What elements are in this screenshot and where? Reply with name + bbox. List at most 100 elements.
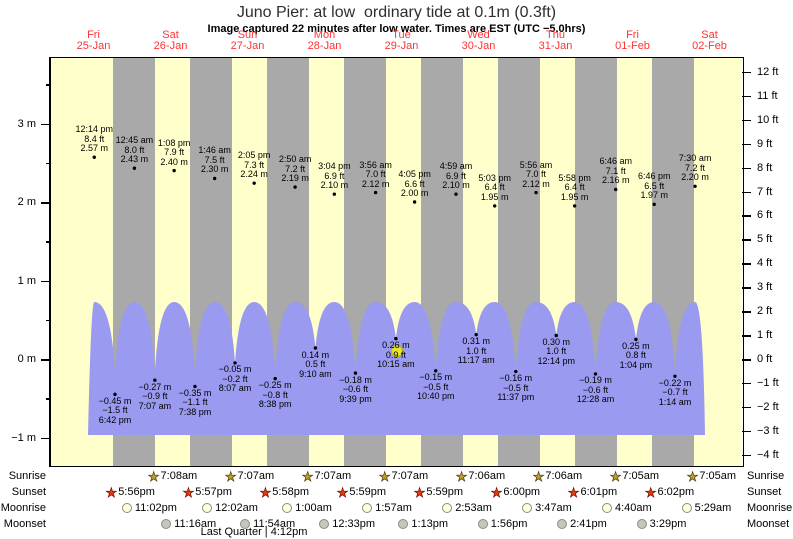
y-axis-tick-left: [41, 280, 50, 282]
almanac-entry: 1:56pm: [477, 517, 527, 531]
y-axis-label-right: 7 ft: [757, 185, 773, 198]
moonrise-icon: [282, 503, 293, 513]
tide-event-label: 6:46 am 7.1 ft 2.16 m: [599, 156, 632, 186]
sunrise-icon: ★: [224, 468, 237, 484]
almanac-time: 7:06am: [545, 470, 583, 482]
tide-event-label: −0.35 m −1.1 ft 7:38 pm: [178, 387, 212, 417]
y-axis-label-right: 11 ft: [757, 89, 778, 102]
day-label: Thu 31-Jan: [538, 29, 573, 52]
almanac-time: 5:57pm: [195, 486, 232, 498]
y-axis-tick-left: [45, 84, 50, 86]
almanac-row-label: Moonset: [3, 518, 46, 530]
tide-event-label: 7:30 am 7.2 ft 2.20 m: [678, 153, 712, 183]
tide-event-label: −0.16 m −0.5 ft 11:37 pm: [497, 373, 535, 403]
y-axis-label-right: 2 ft: [757, 305, 773, 318]
sunrise-icon: ★: [378, 468, 391, 484]
almanac-entry: ★ 7:05am: [686, 469, 737, 483]
almanac-time: 7:06am: [468, 470, 506, 482]
almanac-row-label: Moonrise: [747, 502, 793, 514]
almanac-time: 6:02pm: [657, 486, 695, 498]
tide-event-label: −0.05 m −0.2 ft 8:07 am: [218, 364, 252, 394]
sunrise-icon: ★: [532, 468, 545, 484]
moonset-icon: [398, 519, 409, 529]
tide-event-label: 0.31 m 1.0 ft 11:17 am: [457, 336, 495, 366]
day-label: Fri 01-Feb: [615, 29, 650, 52]
y-axis-label-left: 0 m: [17, 353, 36, 365]
y-axis-tick-right: [742, 215, 751, 217]
sunrise-icon: ★: [301, 468, 314, 484]
day-label: Mon 28-Jan: [307, 29, 342, 52]
y-axis-label-right: 4 ft: [757, 257, 773, 270]
y-axis-tick-right: [742, 406, 751, 409]
almanac-entry: 11:54am: [240, 517, 295, 531]
day-label: Wed 30-Jan: [461, 29, 496, 52]
almanac-time: 12:33pm: [332, 518, 376, 530]
almanac-time: 2:53am: [455, 502, 492, 514]
y-axis-label-right: 8 ft: [757, 161, 773, 174]
almanac-row-label: Sunset: [11, 486, 46, 498]
tide-event-label: 1:08 pm 7.9 ft 2.40 m: [157, 137, 191, 167]
almanac-entry: ★ 7:07am: [301, 468, 352, 484]
moonrise-icon: [121, 503, 132, 513]
almanac-time: 5:56pm: [118, 486, 155, 498]
almanac-entry: 2:53am: [442, 501, 492, 515]
almanac-entry: 3:47am: [522, 501, 572, 515]
almanac-entry: 1:00am: [282, 501, 332, 515]
night-band: [497, 58, 540, 466]
almanac-entry: ★ 5:58pm: [259, 485, 309, 499]
almanac-time: 6:01pm: [580, 486, 618, 498]
y-axis-label-right: −4 ft: [757, 448, 779, 461]
almanac-entry: ★ 7:06am: [455, 469, 506, 483]
tide-event-label: 12:14 pm 8.4 ft 2.57 m: [75, 124, 113, 154]
almanac-entry: ★ 5:59pm: [413, 484, 463, 500]
y-axis-label-right: 1 ft: [757, 329, 773, 342]
tide-event-label: 1:46 am 7.5 ft 2.30 m: [198, 145, 231, 175]
almanac-entry: 4:40am: [601, 501, 652, 515]
almanac-time: 4:40am: [614, 502, 652, 514]
tide-event-label: 2:05 pm 7.3 ft 2.24 m: [237, 150, 271, 180]
tide-event-label: 5:58 pm 6.4 ft 1.95 m: [558, 172, 591, 202]
y-axis-tick-left: [41, 437, 50, 439]
y-axis-tick-right: [742, 263, 751, 265]
almanac-entry: 12:33pm: [319, 517, 375, 531]
y-axis-label-right: 12 ft: [757, 65, 779, 78]
almanac-time: 1:00am: [295, 502, 332, 514]
almanac-time: 2:41pm: [570, 518, 607, 530]
almanac-entry: ★ 6:00pm: [490, 485, 540, 499]
almanac-row-label: Sunset: [747, 486, 782, 498]
moonrise-icon: [202, 503, 213, 513]
almanac-entry: ★ 7:08am: [148, 469, 198, 483]
day-label: Tue 29-Jan: [384, 29, 419, 52]
y-axis-tick-right: [742, 454, 751, 457]
almanac-time: 7:07am: [391, 470, 429, 482]
moonset-icon: [161, 519, 172, 529]
tide-event-label: −0.27 m −0.9 ft 7:07 am: [138, 381, 172, 411]
sunset-icon: ★: [413, 484, 426, 500]
moonset-icon: [240, 519, 251, 529]
tide-event-label: 3:04 pm 6.9 ft 2.10 m: [318, 161, 351, 191]
tide-event-label: 2:50 am 7.2 ft 2.19 m: [278, 154, 312, 184]
y-axis-tick-left: [45, 319, 50, 322]
tide-event-label: 4:05 pm 6.6 ft 2.00 m: [398, 169, 431, 198]
moonrise-icon: [681, 503, 692, 513]
almanac-entry: ★ 7:07am: [378, 468, 429, 484]
moon-phase-footnote: Last Quarter | 4:12pm: [200, 526, 308, 538]
almanac-entry: ★ 5:56pm: [105, 485, 155, 499]
y-axis-tick-left: [41, 123, 50, 125]
day-label: Sat 02-Feb: [692, 29, 727, 52]
tide-event-label: 5:56 am 7.0 ft 2.12 m: [519, 159, 553, 189]
almanac-time: 7:05am: [622, 470, 660, 482]
almanac-time: 7:07am: [314, 470, 352, 482]
almanac-entry: ★ 7:05am: [609, 469, 660, 483]
almanac-time: 7:05am: [699, 470, 737, 482]
almanac-time: 7:07am: [237, 470, 275, 482]
tide-event-label: −0.45 m −1.5 ft 6:42 pm: [98, 395, 132, 425]
day-label: Sat 26-Jan: [153, 29, 188, 52]
almanac-time: 1:13pm: [411, 518, 449, 530]
almanac-entry: 1:57am: [362, 501, 412, 515]
y-axis-tick-right: [742, 287, 751, 289]
y-axis-tick-right: [742, 359, 751, 361]
y-axis-label-right: 10 ft: [757, 113, 779, 126]
tide-event-label: 0.25 m 0.8 ft 1:04 pm: [619, 340, 653, 370]
tide-event-label: 4:59 am 6.9 ft 2.10 m: [439, 161, 473, 191]
